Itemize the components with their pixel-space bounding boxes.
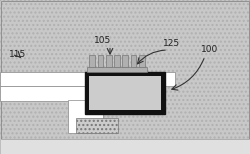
Bar (0, 86, 122, 101)
Text: 115: 115 (9, 49, 26, 59)
Bar (87, 67, 147, 72)
Bar (98, 55, 103, 67)
Bar (85, 72, 165, 114)
Text: 125: 125 (164, 39, 180, 48)
Bar (114, 55, 120, 67)
Bar (0, 139, 250, 154)
Bar (1, 1, 249, 139)
Bar (130, 55, 136, 67)
Bar (76, 118, 118, 133)
Bar (90, 55, 95, 67)
Bar (89, 76, 161, 110)
Text: 100: 100 (202, 45, 218, 54)
Bar (122, 55, 128, 67)
Text: 105: 105 (94, 36, 112, 45)
Bar (0, 71, 175, 86)
Bar (139, 55, 144, 67)
Bar (106, 55, 112, 67)
Bar (68, 100, 103, 133)
